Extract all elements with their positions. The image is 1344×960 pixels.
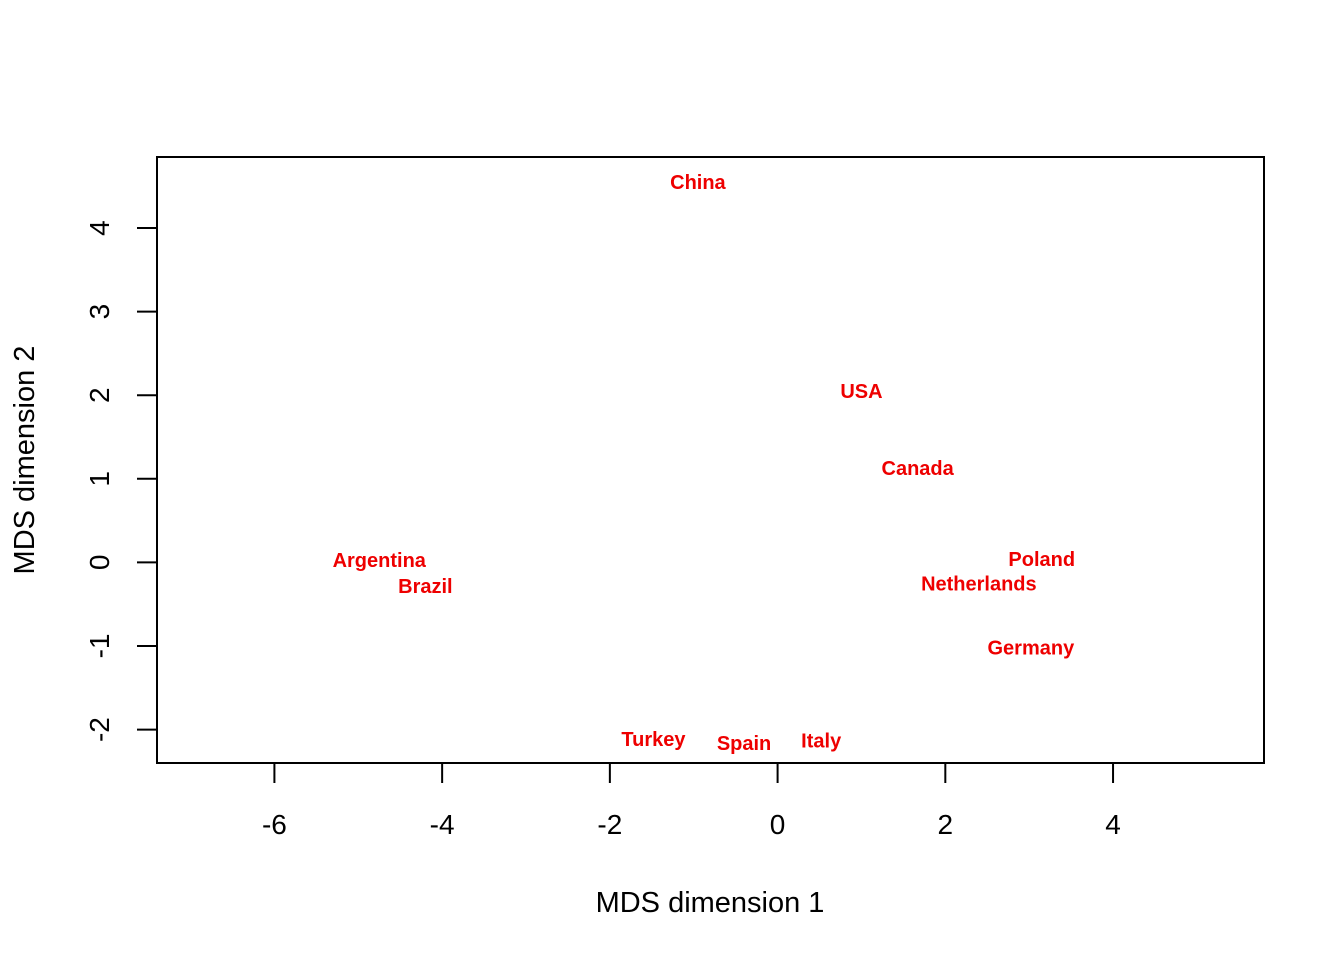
point-labels: China USA Canada Argentina Brazil PolandNethe… bbox=[333, 172, 1076, 755]
y-tick-label: -2 bbox=[84, 717, 115, 742]
y-tick-label: 1 bbox=[84, 471, 115, 487]
point-label-netherlands: Netherlands bbox=[921, 573, 1037, 595]
point-label-usa: USA bbox=[840, 381, 882, 403]
x-axis: -6 -4 -2 0 2 4 bbox=[262, 762, 1121, 840]
y-tick-label: 2 bbox=[84, 387, 115, 403]
y-tick-label: 3 bbox=[84, 304, 115, 320]
x-tick-label: 4 bbox=[1105, 809, 1121, 840]
point-label-brazil: Brazil bbox=[398, 576, 452, 598]
y-axis: -2 -1 0 1 2 3 4 bbox=[84, 220, 158, 742]
y-tick-label: 0 bbox=[84, 555, 115, 571]
x-tick-label: 0 bbox=[770, 809, 786, 840]
x-tick-label: 2 bbox=[938, 809, 954, 840]
point-label-spain: Spain bbox=[717, 733, 771, 755]
y-tick-label: -1 bbox=[84, 634, 115, 659]
x-tick-label: -2 bbox=[597, 809, 622, 840]
point-label-germany: Germany bbox=[987, 638, 1075, 660]
point-label-canada: Canada bbox=[882, 458, 955, 480]
x-tick-label: -4 bbox=[430, 809, 455, 840]
x-tick-label: -6 bbox=[262, 809, 287, 840]
point-label-italy: Italy bbox=[801, 730, 842, 752]
point-label-argentina: Argentina bbox=[333, 550, 427, 572]
x-axis-title: MDS dimension 1 bbox=[596, 887, 825, 919]
point-label-turkey: Turkey bbox=[621, 729, 686, 751]
point-label-poland: Poland bbox=[1008, 549, 1075, 571]
point-label-china: China bbox=[670, 172, 726, 194]
y-tick-label: 4 bbox=[84, 220, 115, 236]
plot-area-frame bbox=[156, 156, 1265, 764]
y-axis-title: MDS dimension 2 bbox=[9, 346, 41, 575]
